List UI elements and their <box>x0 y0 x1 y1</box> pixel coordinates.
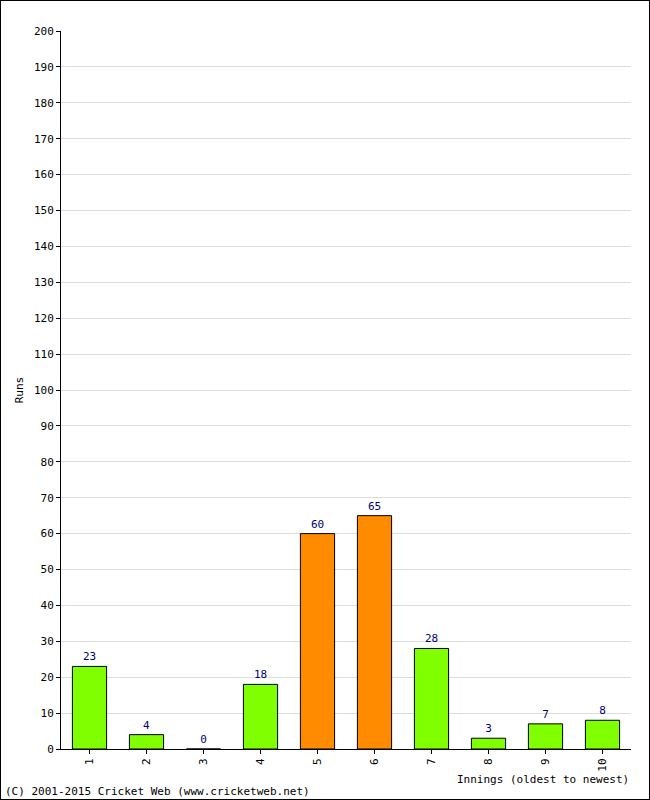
svg-text:40: 40 <box>41 599 54 612</box>
svg-text:Innings (oldest to newest): Innings (oldest to newest) <box>457 773 629 786</box>
svg-text:110: 110 <box>34 348 54 361</box>
svg-text:Runs: Runs <box>13 377 26 404</box>
svg-text:10: 10 <box>41 707 54 720</box>
svg-text:10: 10 <box>596 758 609 771</box>
svg-text:8: 8 <box>482 758 495 765</box>
svg-text:60: 60 <box>311 518 324 531</box>
svg-text:140: 140 <box>34 240 54 253</box>
svg-text:130: 130 <box>34 276 54 289</box>
svg-text:120: 120 <box>34 312 54 325</box>
svg-text:180: 180 <box>34 97 54 110</box>
svg-text:1: 1 <box>83 758 96 765</box>
svg-text:30: 30 <box>41 635 54 648</box>
svg-text:160: 160 <box>34 168 54 181</box>
svg-text:9: 9 <box>539 758 552 765</box>
svg-text:4: 4 <box>254 758 267 765</box>
svg-text:7: 7 <box>542 708 549 721</box>
svg-text:6: 6 <box>368 758 381 765</box>
svg-text:7: 7 <box>425 758 438 765</box>
svg-text:8: 8 <box>599 704 606 717</box>
svg-text:0: 0 <box>47 743 54 756</box>
svg-text:0: 0 <box>200 733 207 746</box>
svg-text:(C) 2001-2015 Cricket Web (www: (C) 2001-2015 Cricket Web (www.cricketwe… <box>5 785 310 798</box>
svg-text:65: 65 <box>368 500 381 513</box>
svg-text:20: 20 <box>41 671 54 684</box>
svg-text:190: 190 <box>34 61 54 74</box>
svg-text:28: 28 <box>425 632 438 645</box>
svg-text:50: 50 <box>41 563 54 576</box>
svg-text:5: 5 <box>311 758 324 765</box>
svg-text:100: 100 <box>34 384 54 397</box>
svg-text:200: 200 <box>34 25 54 38</box>
svg-text:170: 170 <box>34 133 54 146</box>
svg-text:23: 23 <box>83 650 96 663</box>
svg-text:90: 90 <box>41 420 54 433</box>
svg-text:150: 150 <box>34 204 54 217</box>
svg-text:4: 4 <box>143 719 150 732</box>
svg-text:3: 3 <box>197 758 210 765</box>
svg-text:60: 60 <box>41 527 54 540</box>
svg-text:70: 70 <box>41 492 54 505</box>
svg-text:18: 18 <box>254 668 267 681</box>
svg-text:3: 3 <box>485 722 492 735</box>
svg-text:80: 80 <box>41 456 54 469</box>
svg-text:2: 2 <box>140 758 153 765</box>
